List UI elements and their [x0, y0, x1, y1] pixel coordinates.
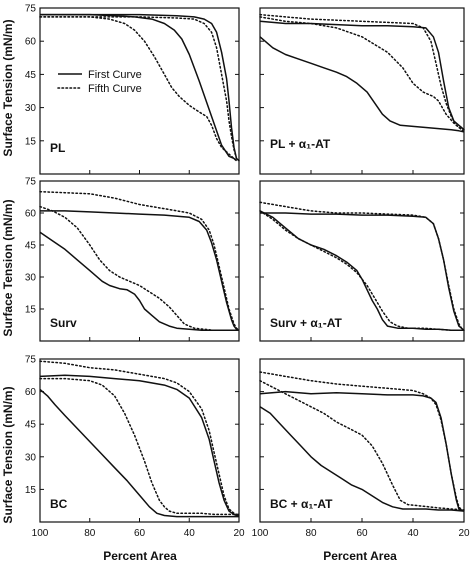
panel-label: Surv	[50, 316, 77, 330]
y-tick-label: 60	[25, 209, 37, 220]
x-axis-title-right: Percent Area	[323, 549, 397, 563]
chart-panel-1: 15 30 45 60 75 PL	[25, 4, 240, 175]
y-tick-label: 15	[25, 305, 37, 316]
y-axis-title-top: Surface Tension (mN/m)	[1, 19, 15, 156]
fifth-curve-line-4	[39, 190, 240, 332]
x-tick-label: 80	[305, 528, 317, 539]
first-curve-line-1	[259, 210, 464, 332]
chart-panel-4: Surv + α₁-AT	[259, 180, 465, 342]
x-tick-label: 40	[407, 528, 419, 539]
fifth-curve-line-3	[39, 16, 238, 162]
y-axis-title-middle: Surface Tension (mN/m)	[1, 199, 15, 336]
y-tick-label: 30	[25, 452, 37, 463]
panel-label: PL	[50, 141, 65, 155]
panel-label: Surv + α₁-AT	[270, 316, 342, 330]
fifth-curve-line-4	[39, 360, 240, 517]
x-tick-label: 40	[184, 528, 196, 539]
chart-panels: 15 30 45 60 75 PL PL + α₁-AT 15 30 45 60 75 Surv Surv…	[25, 4, 470, 540]
first-curve-line-2	[259, 390, 465, 512]
x-tick-label: 100	[252, 528, 269, 539]
fifth-curve-line-3	[259, 16, 465, 131]
x-tick-label: 60	[356, 528, 368, 539]
chart-panel-2: PL + α₁-AT	[259, 7, 465, 175]
panel-label: PL + α₁-AT	[270, 137, 331, 151]
panel-label: BC	[50, 497, 68, 511]
y-tick-label: 30	[25, 273, 37, 284]
first-curve-line-1	[39, 388, 239, 518]
fifth-curve-line-3	[39, 205, 240, 332]
legend: First Curve Fifth Curve	[57, 69, 142, 95]
legend-dotted-label: Fifth Curve	[88, 83, 142, 95]
first-curve-line-1	[259, 406, 465, 512]
fifth-curve-line-3	[259, 379, 465, 511]
y-tick-label: 45	[25, 420, 37, 431]
chart-panel-5: 15 30 45 60 75 100 80 60 40 20 BC	[25, 355, 245, 540]
y-tick-label: 75	[25, 4, 37, 15]
y-tick-label: 15	[25, 136, 37, 147]
panel-label: BC + α₁-AT	[270, 497, 333, 511]
first-curve-line-2	[260, 212, 465, 331]
first-curve-line-2	[40, 210, 240, 331]
first-curve-line-1	[259, 36, 465, 133]
fifth-curve-line-4	[39, 16, 240, 162]
y-axis-title-bottom: Surface Tension (mN/m)	[1, 386, 15, 523]
legend-solid-label: First Curve	[88, 69, 142, 81]
first-curve-line-1	[39, 231, 239, 332]
fifth-curve-line-4	[259, 13, 465, 133]
first-curve-line-2	[39, 374, 239, 517]
y-tick-label: 30	[25, 103, 37, 114]
x-axis-title-left: Percent Area	[103, 549, 177, 563]
x-tick-label: 80	[84, 528, 96, 539]
y-tick-label: 60	[25, 387, 37, 398]
x-tick-label: 60	[134, 528, 146, 539]
y-tick-label: 15	[25, 485, 37, 496]
x-tick-label: 20	[458, 528, 470, 539]
y-tick-label: 60	[25, 37, 37, 48]
chart-panel-3: 15 30 45 60 75 Surv	[25, 177, 240, 342]
fifth-curve-line-3	[259, 210, 465, 332]
fifth-curve-line-4	[259, 201, 465, 332]
y-tick-label: 45	[25, 70, 37, 81]
x-tick-label: 20	[233, 528, 245, 539]
fifth-curve-line-3	[39, 377, 240, 516]
x-tick-label: 100	[32, 528, 49, 539]
fifth-curve-line-4	[259, 371, 465, 512]
y-tick-label: 75	[25, 355, 37, 366]
first-curve-line-2	[259, 20, 465, 131]
chart-panel-6: 100 80 60 40 20 BC + α₁-AT	[252, 358, 470, 539]
first-curve-line-2	[40, 13, 240, 162]
y-tick-label: 45	[25, 241, 37, 252]
y-tick-label: 75	[25, 177, 37, 188]
